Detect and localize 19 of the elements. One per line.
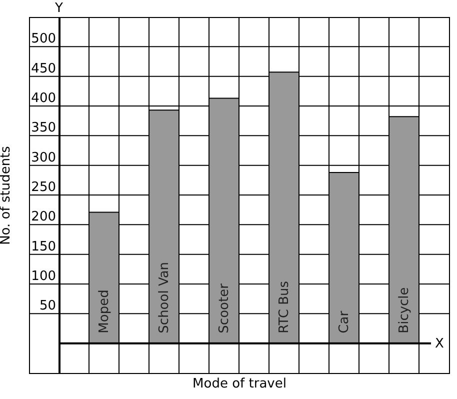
x-tick-label: Car <box>337 310 352 334</box>
y-tick-label: 500 <box>31 32 56 47</box>
x-tick-label: RTC Bus <box>277 280 292 334</box>
y-tick-label: 100 <box>31 269 56 284</box>
y-tick-label: 450 <box>31 61 56 76</box>
y-tick-label: 50 <box>39 298 56 314</box>
y-tick-label: 150 <box>31 239 56 254</box>
x-tick-label: School Van <box>157 262 172 334</box>
y-tick-label: 250 <box>31 180 56 195</box>
x-axis-title: Mode of travel <box>192 376 286 392</box>
text: Y <box>54 1 64 16</box>
y-tick-label: 300 <box>31 150 56 166</box>
y-tick-label: 200 <box>31 210 56 225</box>
x-tick-label: Bicycle <box>397 287 412 334</box>
y-tick-label: 350 <box>31 120 56 136</box>
x-tick-label: Scooter <box>217 282 232 334</box>
annotation: X <box>435 336 444 352</box>
x-tick-label: Moped <box>97 290 112 334</box>
y-tick-label: 400 <box>31 91 56 106</box>
